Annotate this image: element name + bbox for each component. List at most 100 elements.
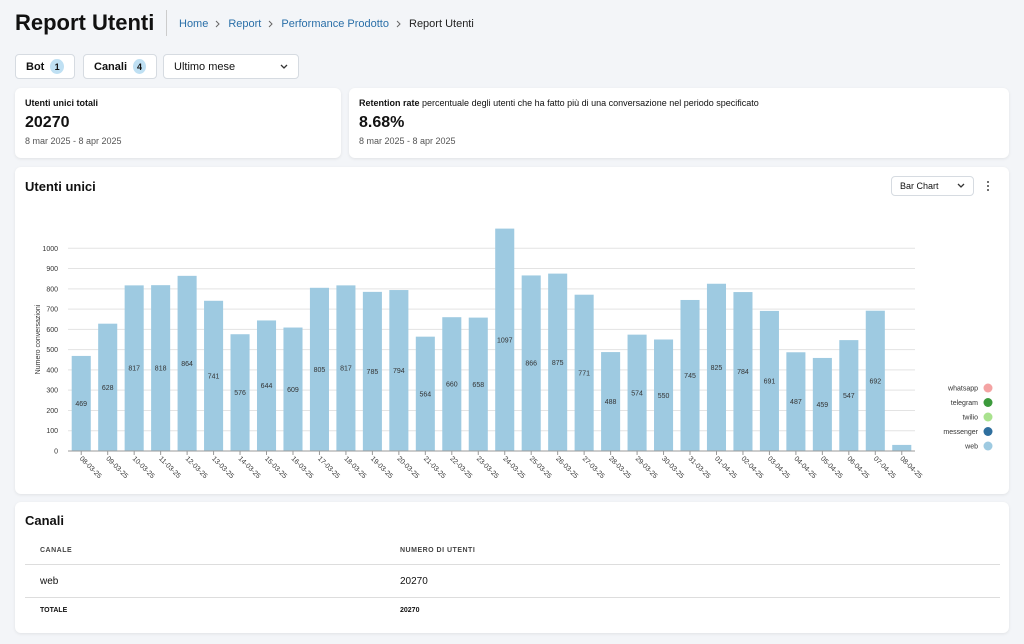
chart-title: Utenti unici (25, 179, 96, 194)
page-title: Report Utenti (15, 10, 155, 35)
x-tick-label: 05-04-25 (819, 455, 844, 480)
bar (442, 317, 462, 451)
y-tick-label: 900 (46, 266, 58, 273)
x-tick-label: 26-03-25 (554, 455, 579, 480)
x-tick-label: 18-03-25 (343, 455, 368, 480)
x-tick-label: 03-04-25 (766, 455, 791, 480)
legend-swatch (983, 441, 993, 451)
breadcrumb[interactable]: Report (228, 18, 262, 30)
value-label: 658 (472, 382, 484, 389)
legend-swatch (983, 398, 993, 407)
value-label: 741 (208, 373, 220, 380)
value-label: 644 (261, 383, 273, 390)
bar (204, 300, 224, 451)
bar (892, 444, 912, 451)
bar (706, 283, 727, 451)
y-tick-label: 100 (46, 428, 58, 435)
bar (574, 294, 594, 451)
column-header: NUMERO DI UTENTI (400, 547, 476, 554)
bar (309, 287, 329, 451)
y-tick-label: 500 (46, 347, 58, 354)
table-row: web 20270 (25, 565, 1000, 598)
y-tick-label: 200 (46, 408, 58, 415)
value-label: 818 (155, 366, 167, 373)
value-label: 550 (658, 393, 670, 400)
x-tick-label: 25-03-25 (528, 455, 553, 480)
cell: web (40, 576, 59, 587)
value-label: 817 (128, 366, 140, 373)
bar (733, 292, 753, 451)
legend-label: whatsapp (947, 386, 978, 393)
table-title: Canali (25, 513, 65, 528)
kpi-title: Retention rate (359, 98, 420, 108)
bar (124, 285, 144, 451)
legend-label: messenger (943, 429, 978, 436)
x-tick-label: 07-04-25 (872, 455, 897, 480)
bar (177, 275, 197, 451)
chart-card: Utenti unici Bar Chart 0 100 200 300 400 500 6… (15, 167, 1009, 494)
canali-filter[interactable]: Canali 4 (83, 54, 157, 79)
x-tick-label: 12-03-25 (184, 455, 209, 480)
value-label: 692 (869, 378, 881, 385)
kpi-description: percentuale degli utenti che ha fatto pi… (422, 98, 759, 108)
x-tick-label: 28-03-25 (607, 455, 632, 480)
kpi-card: Utenti unici totali 20270 8 mar 2025 - 8… (15, 88, 341, 158)
x-tick-label: 11-03-25 (157, 455, 181, 479)
value-label: 488 (605, 399, 617, 406)
breadcrumb[interactable]: Performance Prodotto (281, 18, 389, 30)
bar (786, 352, 806, 451)
table-header: CANALE NUMERO DI UTENTI (25, 535, 1000, 565)
x-tick-label: 02-04-25 (740, 455, 765, 480)
value-label: 469 (75, 401, 87, 408)
bar (71, 355, 91, 451)
chart: 0 100 200 300 400 500 600 700 800 900 1000 Numero c… (35, 228, 993, 480)
y-tick-label: 600 (46, 327, 58, 334)
period-select[interactable]: Ultimo mese (163, 54, 299, 79)
chart-type-select[interactable]: Bar Chart (891, 176, 974, 196)
cell: 20270 (400, 576, 428, 587)
x-tick-label: 30-03-25 (660, 455, 685, 480)
value-label: 866 (525, 361, 537, 368)
legend-label: telegram (951, 400, 978, 407)
bar (812, 357, 832, 451)
value-label: 771 (578, 370, 590, 377)
cell: 20270 (400, 607, 420, 614)
value-label: 564 (419, 391, 431, 398)
legend-label: web (964, 444, 978, 451)
value-label: 794 (393, 368, 405, 375)
x-tick-label: 20-03-25 (395, 455, 420, 480)
bar (865, 310, 885, 451)
filter-badge: 4 (133, 59, 146, 74)
bar (495, 228, 515, 451)
chevron (269, 20, 274, 28)
x-tick-label: 13-03-25 (210, 455, 235, 480)
filter-badge: 1 (50, 59, 64, 74)
y-tick-label: 400 (46, 367, 58, 374)
x-tick-label: 19-03-25 (369, 455, 394, 480)
value-label: 784 (737, 369, 749, 376)
bot-filter[interactable]: Bot 1 (15, 54, 75, 79)
x-tick-label: 01-04-25 (713, 455, 738, 480)
legend-swatch (983, 383, 993, 393)
column-header: CANALE (40, 547, 73, 554)
value-label: 745 (684, 373, 696, 380)
bar (362, 291, 382, 451)
breadcrumb[interactable]: Home (179, 18, 209, 30)
bar (759, 310, 779, 451)
cell: TOTALE (40, 607, 68, 614)
select-value: Bar Chart (900, 181, 939, 191)
kpi-card: Retention rate percentuale degli utenti … (349, 88, 1009, 158)
bar (283, 327, 303, 451)
legend-label: twilio (962, 415, 978, 422)
x-tick-label: 08-04-25 (898, 455, 923, 480)
kpi-range: 8 mar 2025 - 8 apr 2025 (359, 136, 456, 146)
bar (680, 299, 700, 451)
value-label: 785 (367, 369, 379, 376)
value-label: 459 (817, 402, 829, 409)
value-label: 805 (314, 367, 326, 374)
value-label: 576 (234, 390, 246, 397)
value-label: 875 (552, 360, 564, 367)
menu-icon[interactable] (985, 180, 991, 192)
filter-label: Canali (94, 60, 128, 73)
